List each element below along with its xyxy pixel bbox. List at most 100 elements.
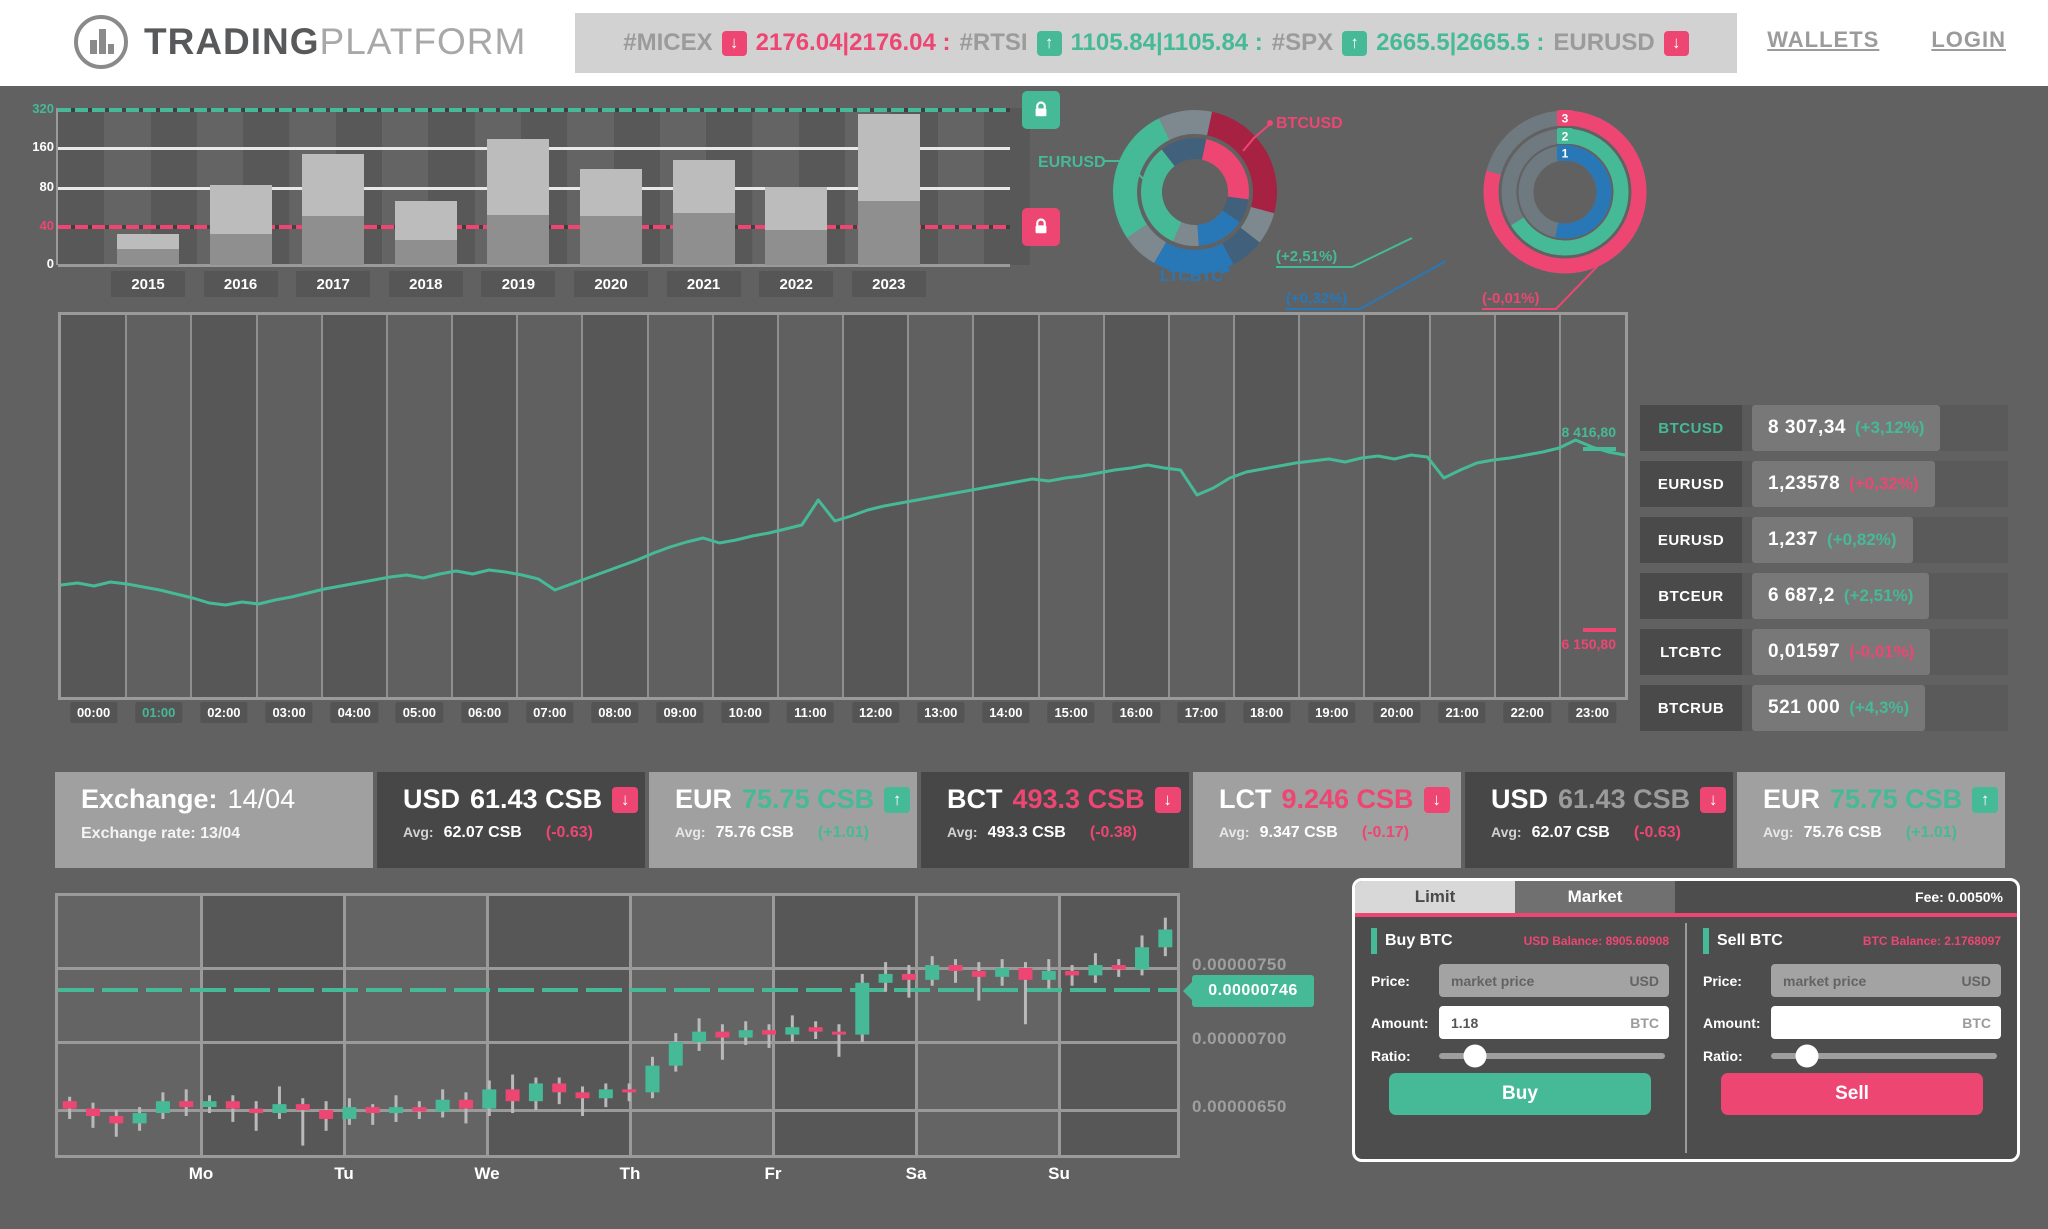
bar-2021 — [672, 159, 735, 265]
time-label-09:00[interactable]: 09:00 — [656, 702, 704, 723]
sell-ratio-slider[interactable] — [1771, 1044, 1997, 1068]
candle — [1088, 965, 1103, 976]
tab-market[interactable]: Market — [1515, 881, 1675, 913]
time-label-00:00[interactable]: 00:00 — [69, 702, 118, 723]
time-label-05:00[interactable]: 05:00 — [395, 702, 444, 723]
time-label-07:00[interactable]: 07:00 — [526, 702, 574, 723]
bar-2023 — [857, 114, 920, 265]
candle — [598, 1089, 613, 1099]
wallets-link[interactable]: WALLETS — [1767, 27, 1880, 52]
sell-ratio-thumb[interactable] — [1795, 1044, 1819, 1068]
lock-icon — [1035, 101, 1047, 117]
currency-rate: 75.75 CSB — [1830, 784, 1963, 814]
watchlist-row-LTCBTC[interactable]: LTCBTC 0,01597 (-0,01%) — [1640, 629, 2008, 675]
brand-light: PLATFORM — [319, 21, 527, 62]
lock-high-toggle[interactable] — [1022, 91, 1060, 129]
sell-price-input[interactable] — [1781, 971, 1954, 990]
day-label-Mo: Mo — [188, 1164, 214, 1183]
logo[interactable]: TRADINGPLATFORM — [72, 13, 526, 71]
pair-label: EURUSD — [1640, 517, 1742, 563]
fee-label: Fee: 0.0050% — [1915, 889, 2003, 905]
time-label-21:00[interactable]: 21:00 — [1438, 702, 1486, 723]
sell-amount-input[interactable] — [1781, 1013, 1955, 1032]
watchlist-row-BTCRUB[interactable]: BTCRUB 521 000 (+4,3%) — [1640, 685, 2008, 731]
buy-price-label: Price: — [1371, 972, 1410, 989]
lock-low-toggle[interactable] — [1022, 208, 1060, 246]
watchlist-row-EURUSD[interactable]: EURUSD 1,237 (+0,82%) — [1640, 517, 2008, 563]
time-label-16:00[interactable]: 16:00 — [1112, 702, 1160, 723]
time-label-17:00[interactable]: 17:00 — [1177, 702, 1226, 723]
pair-label: BTCRUB — [1640, 685, 1742, 731]
x-axis-label: 2021 — [666, 271, 741, 297]
donut-callout: (+2,51%) — [1276, 248, 1337, 265]
currency-rate: 493.3 CSB — [1012, 784, 1145, 814]
buy-price-input[interactable] — [1449, 971, 1622, 990]
time-label-13:00[interactable]: 13:00 — [917, 702, 965, 723]
performance-radial-chart: 3 2 1 (+2,51%) (+0,32%) (-0,01%) — [1276, 110, 1647, 310]
ticker-symbol: #RTSI — [959, 29, 1028, 56]
time-label-10:00[interactable]: 10:00 — [721, 702, 769, 723]
watchlist-row-EURUSD[interactable]: EURUSD 1,23578 (+0,32%) — [1640, 461, 2008, 507]
time-label-20:00[interactable]: 20:00 — [1373, 702, 1421, 723]
sell-button[interactable]: Sell — [1720, 1073, 1984, 1115]
time-label-06:00[interactable]: 06:00 — [460, 702, 509, 723]
watchlist-row-BTCUSD[interactable]: BTCUSD 8 307,34 (+3,12%) — [1640, 405, 2008, 451]
candle — [505, 1089, 520, 1102]
exchange-cell-EUR-1: EUR 75.75 CSB ↑ Avg: 75.76 CSB (+1.01) — [649, 772, 917, 868]
down-arrow-icon: ↓ — [721, 30, 747, 56]
buy-ratio-slider[interactable] — [1439, 1044, 1665, 1068]
time-label-14:00[interactable]: 14:00 — [982, 702, 1030, 723]
time-label-04:00[interactable]: 04:00 — [330, 702, 378, 723]
trade-divider — [1685, 923, 1687, 1153]
sell-price-unit: USD — [1961, 972, 1991, 989]
candle — [435, 1099, 450, 1112]
time-label-01:00[interactable]: 01:00 — [135, 702, 183, 723]
sell-ratio-label: Ratio: — [1703, 1048, 1743, 1064]
time-label-19:00[interactable]: 19:00 — [1308, 702, 1356, 723]
pair-change: (+3,12%) — [1854, 418, 1925, 437]
time-label-18:00[interactable]: 18:00 — [1242, 702, 1291, 723]
avg-label: Avg: — [1491, 824, 1522, 840]
time-label-22:00[interactable]: 22:00 — [1503, 702, 1551, 723]
time-label-03:00[interactable]: 03:00 — [265, 702, 313, 723]
buy-amount-unit: BTC — [1630, 1014, 1659, 1031]
currency-symbol: USD — [403, 784, 461, 814]
y-axis-tick: 160 — [32, 139, 54, 154]
down-arrow-icon: ↓ — [1423, 786, 1450, 813]
exchange-header-cell: Exchange: 14/04 Exchange rate: 13/04 — [55, 772, 373, 868]
pair-change: (+0,32%) — [1849, 474, 1919, 493]
time-label-15:00[interactable]: 15:00 — [1047, 702, 1095, 723]
watchlist-row-BTCEUR[interactable]: BTCEUR 6 687,2 (+2,51%) — [1640, 573, 2008, 619]
time-label-11:00[interactable]: 11:00 — [787, 702, 834, 723]
weekly-candle-chart — [55, 893, 1180, 1158]
y-axis-tick: 80 — [39, 179, 54, 194]
candle — [622, 1089, 637, 1093]
candle — [948, 965, 963, 971]
tab-limit[interactable]: Limit — [1355, 881, 1515, 913]
buy-amount-input[interactable] — [1449, 1013, 1623, 1032]
exchange-cell-USD-0: USD 61.43 CSB ↓ Avg: 62.07 CSB (-0.63) — [377, 772, 645, 868]
candle — [1041, 970, 1056, 980]
buy-accent-bar — [1371, 928, 1377, 954]
avg-value: 9.347 CSB — [1259, 824, 1338, 841]
time-label-02:00[interactable]: 02:00 — [200, 702, 248, 723]
candle — [109, 1116, 124, 1124]
avg-delta: (-0.63) — [545, 824, 593, 841]
pair-change: (+2,51%) — [1843, 586, 1914, 605]
candle — [738, 1030, 753, 1038]
candle — [179, 1101, 194, 1108]
candle — [831, 1031, 846, 1035]
time-label-12:00[interactable]: 12:00 — [851, 702, 900, 723]
bar-2019 — [487, 139, 550, 265]
buy-button[interactable]: Buy — [1388, 1073, 1652, 1115]
exchange-title: Exchange: — [81, 784, 218, 814]
buy-price-unit: USD — [1629, 972, 1659, 989]
time-label-08:00[interactable]: 08:00 — [591, 702, 639, 723]
login-link[interactable]: LOGIN — [1931, 27, 2006, 52]
buy-ratio-thumb[interactable] — [1463, 1044, 1487, 1068]
intraday-line-chart — [58, 312, 1628, 700]
time-label-23:00[interactable]: 23:00 — [1568, 702, 1617, 723]
buy-ratio-label: Ratio: — [1371, 1048, 1411, 1064]
day-label-Fr: Fr — [764, 1164, 782, 1183]
day-label-Th: Th — [619, 1164, 641, 1183]
